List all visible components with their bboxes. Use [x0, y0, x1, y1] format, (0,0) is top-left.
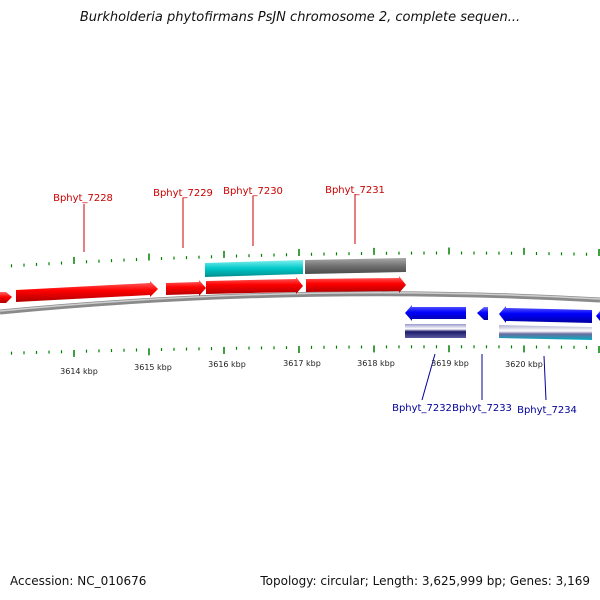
cds-arrow-bphyt-7229[interactable]: [166, 280, 206, 296]
leader-bphyt-7232: [421, 353, 436, 401]
cds-arrow-bphyt-7232[interactable]: [405, 305, 466, 321]
gene-label[interactable]: Bphyt_7233: [452, 403, 512, 414]
scale-label: 3619 kbp: [431, 359, 469, 368]
chromosome-backbone: [0, 291, 600, 315]
scale-label: 3615 kbp: [134, 363, 172, 372]
leader-bphyt-7234: [543, 355, 547, 401]
forward-label-leaders: [83, 194, 356, 252]
tick-row-lower: [10, 345, 600, 357]
cds-arrow-bphyt-7233[interactable]: [477, 307, 488, 320]
map-title: Burkholderia phytofirmans PsJN chromosom…: [79, 10, 521, 25]
gene-label[interactable]: Bphyt_7232: [392, 403, 452, 414]
scale-label: 3620 kbp: [505, 360, 543, 369]
tick-row-upper: [10, 247, 600, 268]
feature-cyan-block[interactable]: [205, 260, 303, 277]
reverse-label-leaders: [421, 353, 547, 401]
cds-arrow-bphyt-7231[interactable]: [306, 276, 406, 293]
feature-gray-block[interactable]: [305, 258, 406, 274]
scale-label: 3616 kbp: [208, 360, 246, 369]
gene-label[interactable]: Bphyt_7230: [223, 186, 283, 197]
chromosome-backbone-highlight: [0, 291, 600, 312]
accession-text: Accession: NC_010676: [10, 574, 147, 588]
cds-arrow-bphyt-7234[interactable]: [499, 306, 592, 323]
gene-label[interactable]: Bphyt_7229: [153, 188, 213, 199]
scale-label: 3617 kbp: [283, 359, 321, 368]
scale-label: 3618 kbp: [357, 359, 395, 368]
cds-arrow-bphyt-7230[interactable]: [206, 277, 303, 294]
cds-arrow-right-partial[interactable]: [596, 311, 600, 321]
feature-navy-bar[interactable]: [405, 324, 466, 338]
gene-label[interactable]: Bphyt_7234: [517, 405, 577, 416]
cds-arrow-left-partial[interactable]: [0, 292, 12, 303]
feature-slate-bar[interactable]: [499, 325, 592, 340]
scale-label: 3614 kbp: [60, 367, 98, 376]
topology-summary: Topology: circular; Length: 3,625,999 bp…: [260, 574, 590, 588]
gene-label[interactable]: Bphyt_7228: [53, 193, 113, 204]
cds-arrow-bphyt-7228[interactable]: [16, 281, 158, 302]
gene-label[interactable]: Bphyt_7231: [325, 185, 385, 196]
